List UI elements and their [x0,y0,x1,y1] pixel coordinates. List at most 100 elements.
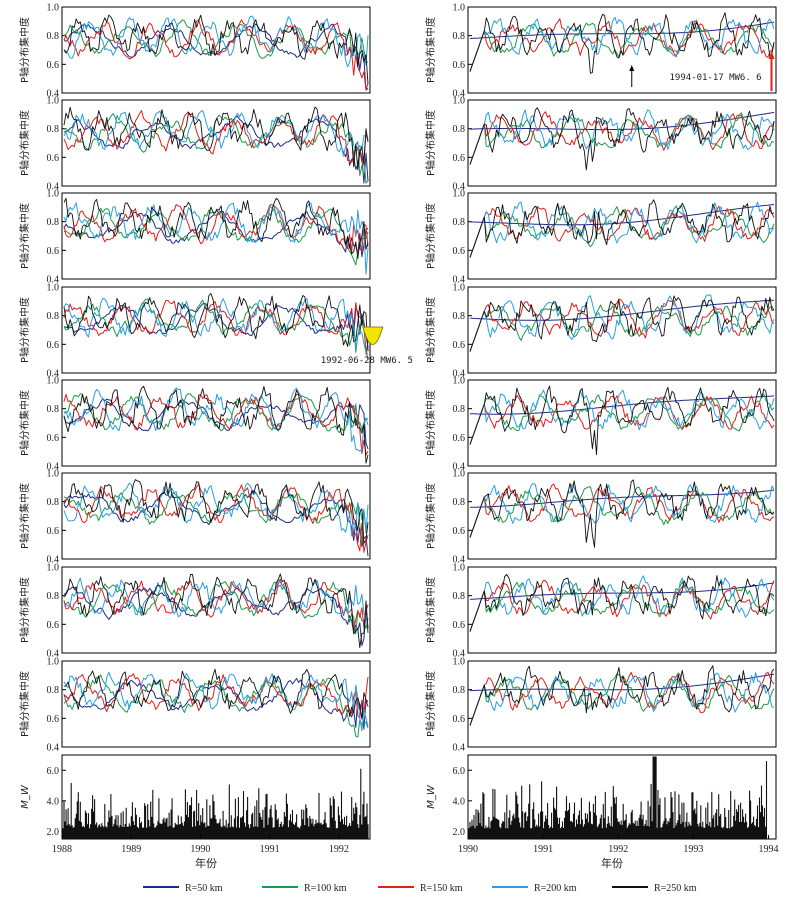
series-line-r-50-km [63,302,369,348]
event-highlight [362,326,384,345]
y-axis-label: P轴分布集中度 [18,203,31,269]
x-tick-label: 1992 [608,844,628,855]
series-line-r-50-km [469,299,775,321]
event-annotation: 1992-06-28 MW6. 5 [321,326,413,366]
mag-tick-label: 2.0 [453,827,466,838]
y-tick-label: 1.0 [47,283,60,294]
y-tick-label: 0.4 [47,275,60,286]
mag-tick-label: 4.0 [453,796,466,807]
legend-label: R=200 km [534,883,577,894]
series-line-r-200-km [63,671,369,732]
y-tick-label: 0.8 [47,311,60,322]
y-axis-label: P轴分布集中度 [18,390,31,456]
x-tick-label: 1990 [190,844,210,855]
series-line-r-200-km [63,482,369,537]
panel-2-3: 0.4 0.6 0.8 1.0 P轴分布集中度 [424,189,777,286]
series-line-r-150-km [469,298,775,352]
magnitude-bars [468,756,768,839]
series-line-r-50-km [470,673,775,692]
y-tick-label: 0.4 [453,369,466,380]
y-tick-label: 0.4 [453,649,466,660]
y-tick-label: 0.4 [453,743,466,754]
legend-item: R=50 km [143,883,223,894]
y-tick-label: 0.4 [47,743,60,754]
panel-1-7: 0.4 0.6 0.8 1.0 P轴分布集中度 [18,563,371,660]
panel-2-7: 0.4 0.6 0.8 1.0 P轴分布集中度 [424,563,777,660]
y-tick-label: 1.0 [47,376,60,387]
series-line-r-250-km [63,573,369,649]
y-tick-label: 1.0 [453,283,466,294]
y-tick-label: 0.8 [453,591,466,602]
y-tick-label: 0.6 [453,714,466,725]
panel-1-2: 0.4 0.6 0.8 1.0 P轴分布集中度 [18,96,371,193]
series-line-r-250-km [469,385,775,456]
y-tick-label: 0.6 [47,526,60,537]
y-tick-label: 0.4 [453,89,466,100]
series-line-r-150-km [469,671,775,726]
y-tick-label: 0.6 [453,526,466,537]
y-tick-label: 0.8 [453,124,466,135]
series-line-r-200-km [469,201,775,258]
panel-frame [61,379,371,467]
mag-tick-label: 2.0 [47,827,60,838]
series-line-r-150-km [63,483,369,553]
y-tick-label: 0.8 [47,217,60,228]
series-line-r-100-km [63,298,369,355]
panel-2-6: 0.4 0.6 0.8 1.0 P轴分布集中度 [424,469,777,566]
y-axis-label: P轴分布集中度 [18,577,31,643]
chart-column-2: 0.4 0.6 0.8 1.0 P轴分布集中度 1994-01-17 MW6. 6 0.4 0… [424,3,778,871]
y-tick-label: 0.4 [453,462,466,473]
y-tick-label: 0.8 [47,404,60,415]
x-tick-label: 1994 [758,844,778,855]
y-tick-label: 0.6 [47,340,60,351]
y-tick-label: 1.0 [47,3,60,14]
x-tick-label: 1990 [458,844,478,855]
y-tick-label: 0.6 [47,433,60,444]
y-tick-label: 1.0 [453,189,466,200]
legend: R=50 km R=100 km R=150 km R=200 km R=250 km [143,883,697,894]
mag-tick-label: 4.0 [47,796,60,807]
series-line-r-250-km [469,295,775,352]
y-tick-label: 0.8 [47,124,60,135]
series-line-r-200-km [469,109,775,165]
series-line-r-150-km [469,580,775,632]
panel-2-2: 0.4 0.6 0.8 1.0 P轴分布集中度 [424,96,777,193]
x-tick-label: 1992 [329,844,349,855]
magnitude-panel-1: 2.0 4.0 6.0 M_W 1988 1989 1990 1991 1992 年份 [20,754,371,870]
series-line-r-250-km [63,14,369,85]
y-tick-label: 0.6 [453,620,466,631]
magnitude-axis-label: M_W [20,784,31,809]
y-tick-label: 0.6 [47,620,60,631]
x-tick-label: 1989 [121,844,141,855]
y-tick-label: 0.8 [453,217,466,228]
y-tick-label: 0.8 [47,591,60,602]
y-tick-label: 0.8 [47,31,60,42]
y-tick-label: 0.8 [453,497,466,508]
y-tick-label: 1.0 [47,657,60,668]
series-line-r-250-km [63,293,369,352]
series-line-r-200-km [469,672,775,726]
y-tick-label: 1.0 [453,563,466,574]
y-tick-label: 0.4 [47,369,60,380]
event-arrow-head [768,51,775,59]
series-line-r-200-km [63,577,369,628]
y-tick-label: 1.0 [453,96,466,107]
y-axis-label: P轴分布集中度 [424,671,437,737]
event-label: 1994-01-17 MW6. 6 [669,73,761,83]
series-line-r-50-km [469,21,775,39]
y-axis-label: P轴分布集中度 [424,297,437,363]
y-tick-label: 0.6 [453,60,466,71]
y-tick-label: 0.6 [453,433,466,444]
y-tick-label: 1.0 [47,469,60,480]
legend-label: R=50 km [185,883,223,894]
legend-item: R=200 km [492,883,577,894]
panel-1-6: 0.4 0.6 0.8 1.0 P轴分布集中度 [18,469,371,566]
series-line-r-100-km [63,19,369,63]
y-tick-label: 0.6 [453,246,466,257]
series-line-r-200-km [63,110,369,157]
event-annotation: 1994-01-17 MW6. 6 [629,51,775,91]
series-line-r-250-km [63,479,369,544]
series-line-r-250-km [63,668,369,720]
x-tick-label: 1991 [260,844,280,855]
panel-2-5: 0.4 0.6 0.8 1.0 P轴分布集中度 [424,376,777,473]
